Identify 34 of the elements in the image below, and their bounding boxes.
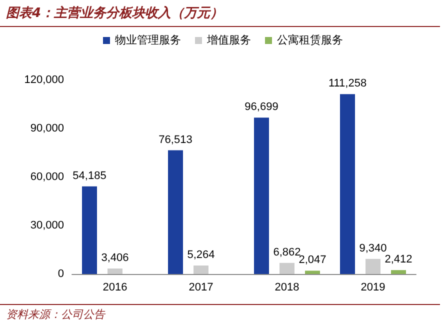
legend-label: 物业管理服务 [115,34,181,46]
y-tick-label: 120,000 [24,74,64,86]
bar [280,262,294,274]
chart-title: 图表4：主营业务分板块收入（万元） [6,4,224,22]
x-tick-label: 2017 [188,282,214,294]
y-tick-label: 90,000 [30,122,64,134]
text: 资料来源：公司公告 [6,307,105,322]
bar [168,150,183,274]
data-label: 3,406 [101,252,129,264]
legend-label: 增值服务 [206,34,251,46]
bar [391,270,406,274]
bar [340,94,355,274]
data-label: 76,513 [158,134,192,146]
data-label: 5,264 [187,248,215,261]
bar [254,118,269,274]
legend-label: 公寓租赁服务 [277,34,343,46]
x-tick-label: 2018 [274,282,300,294]
data-label: 6,862 [273,246,301,258]
y-tick-label: 30,000 [30,220,64,232]
bar [108,268,122,274]
bar [366,258,380,274]
bar [194,265,208,274]
data-label: 111,258 [328,78,367,90]
data-label: 9,340 [359,242,387,254]
bar [305,270,320,274]
y-tick-label: 60,000 [30,171,64,183]
data-label: 54,185 [72,170,106,182]
x-tick-label: 2019 [360,282,386,294]
x-tick-label: 2016 [102,282,128,294]
bar [82,186,97,274]
data-label: 2,047 [298,254,326,266]
y-tick-label: 0 [58,268,64,280]
data-label: 2,412 [384,254,412,266]
data-label: 96,699 [244,101,278,114]
